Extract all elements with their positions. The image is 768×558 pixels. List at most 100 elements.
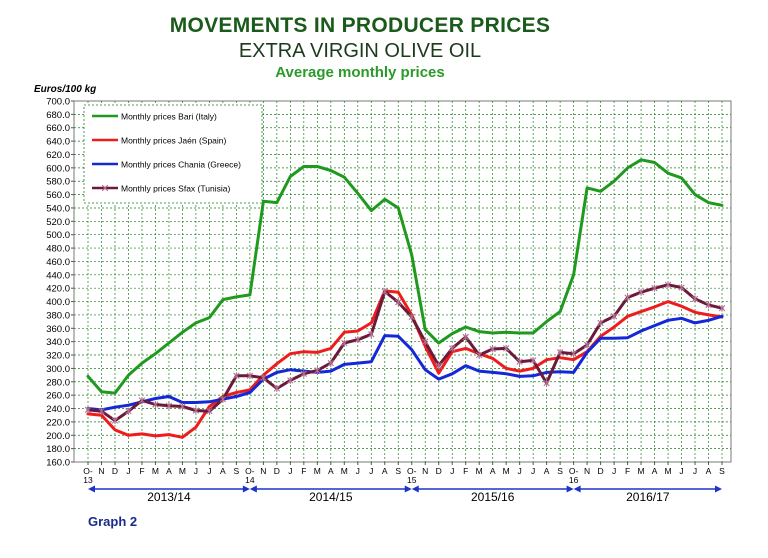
series-line-2: [86, 314, 724, 412]
series-marker: [624, 294, 631, 301]
series-marker: [327, 359, 334, 367]
series-marker: [111, 417, 119, 424]
series-marker: [610, 312, 618, 320]
season-label: 2013/14: [147, 490, 191, 504]
y-tick-label: 500.0: [46, 230, 70, 241]
y-tick-label: 680.0: [46, 110, 70, 121]
season-arrow-head: [242, 485, 250, 493]
x-tick-label-year: 13: [83, 475, 93, 485]
x-tick-label: N: [584, 466, 590, 476]
y-tick-label: 580.0: [46, 177, 70, 188]
series-marker: [341, 339, 348, 347]
season-arrow-head: [573, 485, 581, 493]
series-marker: [637, 288, 645, 296]
x-tick-label: J: [369, 466, 373, 476]
x-tick-label: J: [679, 466, 683, 476]
x-tick-label: D: [112, 466, 118, 476]
series-line-3: [86, 283, 724, 423]
series-marker: [260, 374, 267, 382]
series-marker: [300, 370, 308, 378]
y-tick-label: 440.0: [46, 270, 70, 281]
series-marker: [435, 362, 442, 370]
x-tick-label: M: [638, 466, 645, 476]
series-marker: [381, 288, 388, 295]
series-marker: [422, 338, 429, 346]
y-tick-label: 640.0: [46, 137, 70, 148]
x-tick-label: J: [693, 466, 697, 476]
chart-subtitle: EXTRA VIRGIN OLIVE OIL: [238, 40, 482, 62]
series-marker: [233, 372, 240, 380]
y-tick-label: 380.0: [46, 310, 70, 321]
series-marker: [597, 319, 604, 327]
x-tick-label: A: [166, 466, 172, 476]
y-tick-label: 160.0: [46, 458, 70, 469]
series-marker: [705, 301, 712, 309]
series-marker: [179, 403, 186, 410]
series-marker: [570, 350, 577, 358]
x-tick-label: F: [625, 466, 630, 476]
y-tick-label: 280.0: [46, 377, 70, 388]
season-arrow-head: [566, 485, 574, 493]
x-tick-label: S: [557, 466, 563, 476]
series-marker: [395, 298, 402, 306]
y-tick-label: 400.0: [46, 297, 70, 308]
season-label: 2014/15: [309, 490, 353, 504]
season-arrow-head: [715, 485, 722, 493]
y-tick-label: 600.0: [46, 163, 70, 174]
series-marker: [206, 407, 213, 415]
x-tick-label: N: [422, 466, 428, 476]
x-tick-label: F: [301, 466, 306, 476]
legend-marker: [101, 184, 109, 192]
series-marker: [516, 358, 523, 366]
season-label: 2016/17: [626, 490, 670, 504]
legend-box: [83, 104, 263, 204]
x-tick-label: N: [98, 466, 104, 476]
series-marker: [556, 348, 564, 356]
series-marker: [219, 395, 227, 403]
x-tick-label: F: [139, 466, 144, 476]
series-marker: [273, 385, 281, 392]
x-tick-label: M: [341, 466, 348, 476]
y-tick-label: 220.0: [46, 417, 70, 428]
x-tick-label: A: [328, 466, 334, 476]
x-tick-label: J: [612, 466, 616, 476]
y-tick-label: 340.0: [46, 337, 70, 348]
x-tick-label: J: [126, 466, 130, 476]
season-label: 2015/16: [471, 490, 515, 504]
x-tick-label: O-: [407, 466, 417, 476]
series-marker: [138, 397, 146, 404]
y-tick-label: 180.0: [46, 444, 70, 455]
x-tick-label: S: [719, 466, 725, 476]
chart-subtitle-2: Average monthly prices: [275, 64, 445, 81]
legend-label: Monthly prices Bari (Italy): [121, 112, 217, 122]
x-tick-label: M: [503, 466, 510, 476]
x-tick-label: A: [544, 466, 550, 476]
series-marker: [354, 336, 361, 344]
series-marker: [287, 377, 294, 384]
y-tick-label: 540.0: [46, 203, 70, 214]
x-tick-label: D: [598, 466, 604, 476]
series-marker: [246, 372, 254, 380]
y-tick-label: 560.0: [46, 190, 70, 201]
y-tick-label: 700.0: [46, 97, 70, 108]
x-tick-label: M: [152, 466, 159, 476]
x-tick-label: O-: [83, 466, 93, 476]
x-tick-label: S: [234, 466, 240, 476]
series-marker: [583, 341, 591, 349]
series-marker: [408, 313, 415, 321]
season-arrow-head: [249, 485, 257, 493]
y-tick-label: 240.0: [46, 404, 70, 415]
series-marker: [543, 379, 550, 387]
series-marker: [125, 407, 132, 415]
series-marker: [98, 407, 105, 415]
y-tick-label: 300.0: [46, 364, 70, 375]
x-tick-label: A: [652, 466, 658, 476]
series-marker: [529, 356, 537, 364]
y-tick-label: 480.0: [46, 244, 70, 255]
x-tick-label: J: [194, 466, 198, 476]
x-tick-label: M: [476, 466, 483, 476]
graph-caption: Graph 2: [88, 514, 138, 529]
series-marker: [502, 344, 510, 352]
x-tick-label: J: [288, 466, 292, 476]
series-marker: [718, 304, 726, 312]
